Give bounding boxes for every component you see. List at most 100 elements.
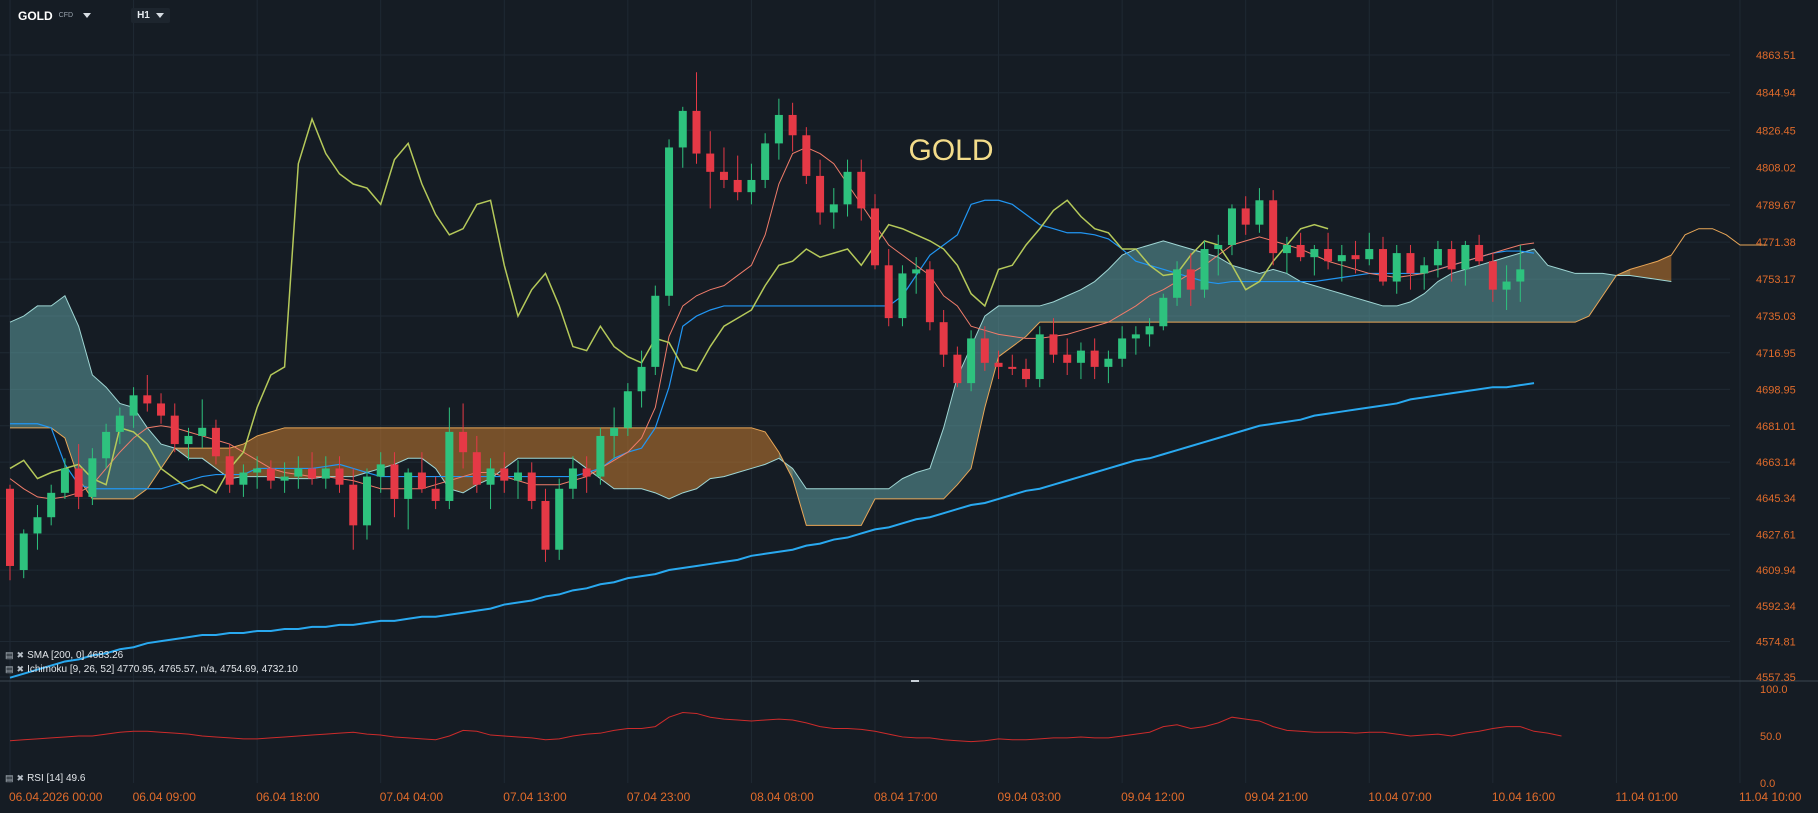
candle-bull[interactable] <box>1131 326 1140 355</box>
candle-bull[interactable] <box>1255 188 1264 233</box>
candle-bull[interactable] <box>60 458 69 499</box>
candle-bear[interactable] <box>308 452 317 485</box>
candle-bear[interactable] <box>500 452 509 493</box>
candle-bull[interactable] <box>376 452 385 493</box>
candle-bear[interactable] <box>1241 196 1250 235</box>
candle-bull[interactable] <box>47 484 56 526</box>
candle-bull[interactable] <box>1310 244 1319 276</box>
candle-bull[interactable] <box>912 257 921 294</box>
candle-bear[interactable] <box>266 460 275 489</box>
eye-icon[interactable]: ▤ <box>5 773 14 783</box>
candle-bear[interactable] <box>1090 338 1099 380</box>
candle-bull[interactable] <box>568 456 577 499</box>
candle-bear[interactable] <box>884 249 893 327</box>
candle-bear[interactable] <box>719 147 728 189</box>
candle-bull[interactable] <box>1200 240 1209 298</box>
candle-bear[interactable] <box>74 444 83 510</box>
candle-bear[interactable] <box>143 375 152 412</box>
candle-bear[interactable] <box>925 261 934 331</box>
candle-bull[interactable] <box>678 106 687 168</box>
candle-bear[interactable] <box>541 488 550 562</box>
candle-bull[interactable] <box>1337 244 1346 282</box>
candle-bear[interactable] <box>994 350 1003 380</box>
candle-bear[interactable] <box>1406 244 1415 290</box>
candle-bear[interactable] <box>349 468 358 550</box>
candle-bull[interactable] <box>1173 261 1182 306</box>
candle-bull[interactable] <box>623 383 632 436</box>
candle-bear[interactable] <box>1447 240 1456 282</box>
candle-bear[interactable] <box>211 419 220 465</box>
candle-bear[interactable] <box>527 462 536 510</box>
candle-bull[interactable] <box>1502 265 1511 310</box>
candle-bull[interactable] <box>1227 204 1236 256</box>
candle-bull[interactable] <box>1516 244 1525 302</box>
candle-bull[interactable] <box>555 478 564 560</box>
candle-bull[interactable] <box>610 407 619 459</box>
candle-bull[interactable] <box>280 462 289 493</box>
candle-bear[interactable] <box>692 72 701 164</box>
candle-bull[interactable] <box>1118 326 1127 367</box>
price-axis[interactable]: 4863.51 4844.94 4826.45 4808.02 4789.67 4771.… <box>1756 50 1796 684</box>
candle-bull[interactable] <box>362 468 371 540</box>
candle-bear[interactable] <box>733 155 742 201</box>
candle-bull[interactable] <box>1461 240 1470 286</box>
candle-bull[interactable] <box>829 188 838 229</box>
candle-bear[interactable] <box>706 131 715 209</box>
candle-bear[interactable] <box>1475 234 1484 266</box>
candle-bear[interactable] <box>1296 232 1305 262</box>
candle-bull[interactable] <box>404 468 413 530</box>
candle-bull[interactable] <box>239 464 248 497</box>
candle-bear[interactable] <box>335 456 344 493</box>
close-icon[interactable]: ✖ <box>16 773 25 783</box>
candle-bull[interactable] <box>514 460 523 499</box>
candle-bear[interactable] <box>6 484 14 581</box>
candle-bull[interactable] <box>33 505 42 550</box>
symbol-selector[interactable]: GOLD CFD <box>18 9 92 23</box>
candle-bull[interactable] <box>1433 240 1442 278</box>
candle-bear[interactable] <box>857 159 866 221</box>
candle-bear[interactable] <box>788 102 797 152</box>
candle-bear[interactable] <box>417 452 426 493</box>
candle-bull[interactable] <box>898 265 907 327</box>
candle-bull[interactable] <box>651 285 660 376</box>
candle-bull[interactable] <box>774 98 783 160</box>
candle-bear[interactable] <box>170 403 179 453</box>
candle-bull[interactable] <box>1282 236 1291 274</box>
candle-bull[interactable] <box>1420 257 1429 290</box>
close-icon[interactable]: ✖ <box>16 650 25 660</box>
candle-bull[interactable] <box>665 139 674 306</box>
candle-bear[interactable] <box>225 444 234 493</box>
candle-bull[interactable] <box>1076 342 1085 380</box>
candle-bear[interactable] <box>1049 318 1058 363</box>
candle-bear[interactable] <box>1379 236 1387 286</box>
candle-bear[interactable] <box>1324 232 1333 270</box>
candle-bull[interactable] <box>761 133 770 189</box>
candle-bear[interactable] <box>802 127 811 185</box>
candle-bear[interactable] <box>431 476 440 510</box>
close-icon[interactable]: ✖ <box>16 664 25 674</box>
candle-bear[interactable] <box>1008 354 1017 376</box>
chevron-down-icon[interactable] <box>83 13 92 18</box>
candles[interactable] <box>6 72 1525 581</box>
candle-bear[interactable] <box>1488 253 1497 302</box>
candle-bear[interactable] <box>459 403 468 469</box>
eye-icon[interactable]: ▤ <box>5 650 14 660</box>
candle-bull[interactable] <box>1104 350 1113 384</box>
candle-bull[interactable] <box>294 456 303 489</box>
candle-bull[interactable] <box>967 330 976 392</box>
candle-bull[interactable] <box>321 456 330 489</box>
candle-bull[interactable] <box>1145 318 1154 347</box>
candle-bull[interactable] <box>445 407 454 510</box>
time-axis[interactable]: 06.04.2026 00:00 06.04 09:00 06.04 18:00 07… <box>9 790 1802 804</box>
candle-bear[interactable] <box>1269 190 1278 266</box>
candle-bull[interactable] <box>198 399 207 449</box>
candle-bear[interactable] <box>1186 253 1195 306</box>
candle-bull[interactable] <box>115 407 124 445</box>
candle-bull[interactable] <box>486 458 495 510</box>
candle-bull[interactable] <box>1159 293 1168 331</box>
candle-bear[interactable] <box>1022 358 1031 388</box>
legend-rsi[interactable]: ▤ ✖ RSI [14] 49.6 <box>5 773 85 784</box>
candle-bull[interactable] <box>19 529 28 579</box>
candle-bear[interactable] <box>582 456 591 493</box>
